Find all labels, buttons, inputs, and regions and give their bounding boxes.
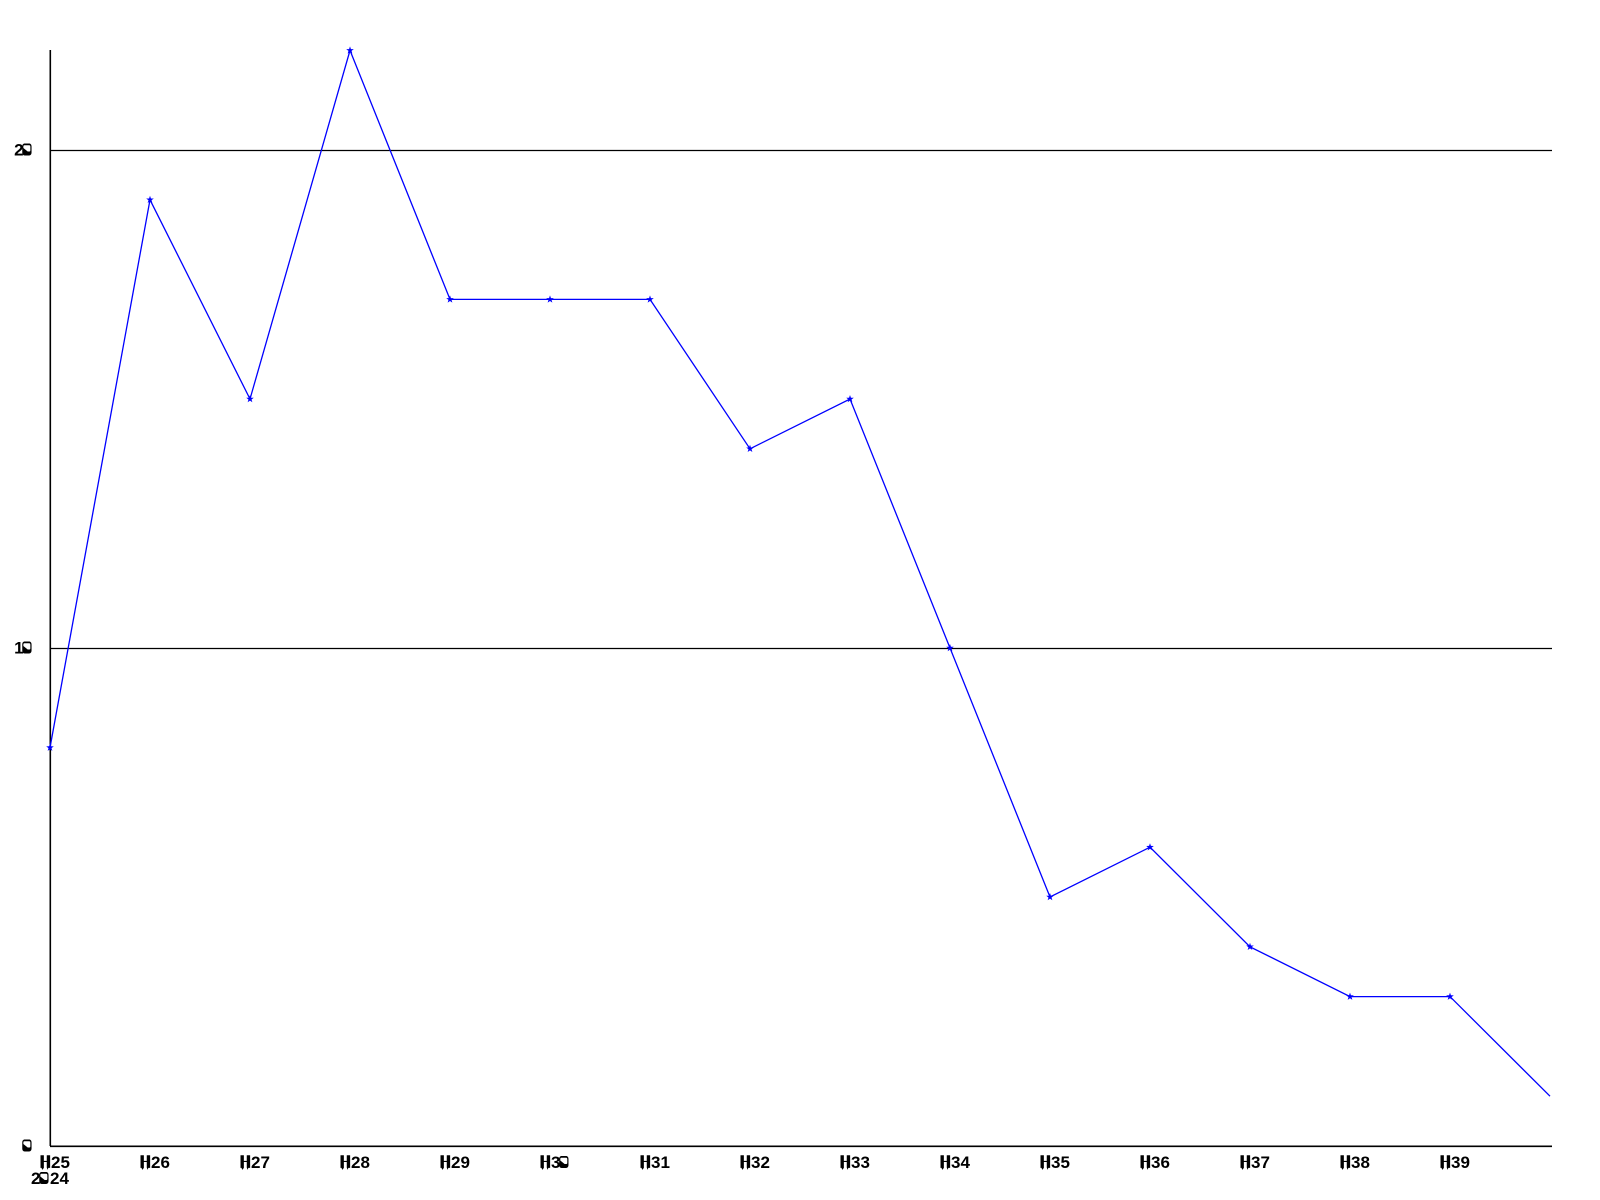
svg-text:2: 2 <box>31 1169 40 1188</box>
svg-text:39: 39 <box>1451 1153 1470 1172</box>
svg-text:3: 3 <box>551 1153 560 1172</box>
svg-text:26: 26 <box>151 1153 170 1172</box>
svg-text:24: 24 <box>50 1169 69 1188</box>
svg-text:35: 35 <box>1051 1153 1070 1172</box>
svg-text:34: 34 <box>951 1153 970 1172</box>
svg-text:37: 37 <box>1251 1153 1270 1172</box>
svg-text:2: 2 <box>14 141 23 160</box>
svg-text:38: 38 <box>1351 1153 1370 1172</box>
svg-text:27: 27 <box>251 1153 270 1172</box>
svg-text:1: 1 <box>14 639 23 658</box>
svg-text:31: 31 <box>651 1153 670 1172</box>
svg-text:29: 29 <box>451 1153 470 1172</box>
svg-text:36: 36 <box>1151 1153 1170 1172</box>
svg-text:28: 28 <box>351 1153 370 1172</box>
svg-text:33: 33 <box>851 1153 870 1172</box>
svg-text:32: 32 <box>751 1153 770 1172</box>
